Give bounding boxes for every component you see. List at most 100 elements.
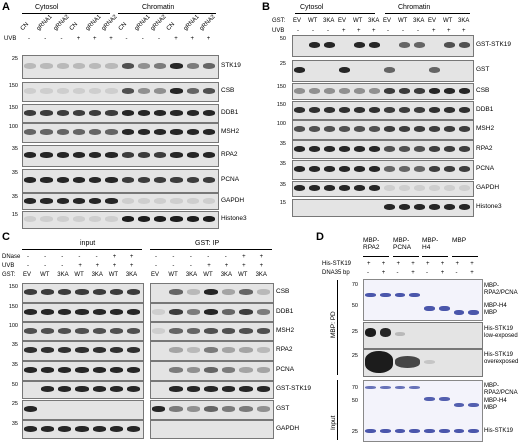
blot-band (170, 129, 183, 135)
uvb-sign: + (372, 28, 376, 34)
blot-band (41, 289, 55, 295)
lane-label: 3KA (458, 18, 470, 24)
blot-band (339, 145, 350, 152)
lane-label: EV (23, 272, 32, 278)
mw-marker: 70 (351, 282, 358, 288)
row-label: CSB (476, 86, 490, 94)
blot-band (154, 152, 167, 158)
blot-band (429, 166, 440, 172)
blot-band (92, 347, 106, 353)
blot-band (202, 197, 215, 204)
blot-band (92, 425, 106, 432)
blot-band (239, 347, 253, 353)
row-label: His-STK19 (484, 428, 514, 434)
blot-histone3 (292, 199, 474, 217)
blot-band (24, 109, 37, 116)
blot-band (75, 386, 89, 392)
blot-band (186, 327, 201, 334)
blot-band (72, 177, 85, 183)
blot-band (204, 347, 218, 353)
blot-band (309, 126, 320, 132)
row-label: His-STK19 low-exposed (484, 326, 518, 339)
row-label: GAPDH (476, 184, 500, 191)
blot-band (121, 63, 134, 69)
blot-band (154, 216, 167, 222)
row-label: Histone3 (476, 203, 502, 210)
row-label: MBP- RPA2/PCNA (484, 383, 518, 396)
row-label: Histone3 (221, 215, 247, 222)
row-label: GAPDH (221, 196, 245, 204)
blot-band (89, 197, 102, 204)
row-label: PCNA (221, 176, 240, 183)
dnase-sign: + (112, 254, 117, 260)
blot-gst (292, 60, 474, 82)
blot-band (339, 106, 350, 113)
dna-sign: + (470, 270, 474, 276)
blot-band (221, 308, 236, 315)
blot-band (109, 289, 123, 295)
mw-marker: 70 (351, 385, 358, 391)
row-label: GST-STK19 (476, 41, 512, 48)
row-label: MSH2 (221, 128, 240, 135)
lane-label: EV (151, 272, 160, 278)
blot-band (72, 109, 85, 116)
blot-band (429, 106, 440, 113)
blot-band (72, 63, 85, 69)
mw-marker: 15 (11, 212, 18, 218)
blot-band (256, 386, 270, 392)
blot-band (40, 177, 53, 183)
blot-band (169, 347, 183, 353)
lane-label: 3KA (220, 272, 233, 278)
panel-label-d: D (316, 231, 324, 243)
blot-band (186, 197, 199, 204)
dna-sign: - (396, 270, 399, 276)
dna-sign: + (381, 270, 386, 276)
blot-band (309, 87, 320, 94)
row-label: DDB1 (276, 307, 294, 315)
blot-band (294, 87, 305, 94)
blot-band (40, 88, 53, 94)
blot-band (384, 87, 395, 94)
blot-band (89, 177, 102, 183)
uvb-sign: + (342, 28, 346, 34)
mw-marker: 35 (279, 141, 286, 147)
blot-band (414, 87, 425, 94)
blot-band (394, 332, 406, 336)
blot-band (204, 308, 218, 315)
blot-band (137, 109, 150, 116)
blot-band (56, 88, 69, 94)
blot-band (121, 88, 134, 94)
uvb-sign: + (76, 36, 81, 42)
uvb-sign: - (158, 36, 160, 42)
blot-band (309, 145, 320, 152)
lane-label: WT (308, 18, 318, 24)
blot-band (459, 126, 470, 132)
blot-band (369, 126, 380, 132)
blot-band (365, 351, 393, 373)
blot-band (169, 406, 183, 412)
lane-label: WT (398, 18, 408, 24)
mw-marker: 25 (11, 401, 18, 407)
blot-band (239, 386, 253, 392)
his-sign: + (440, 261, 445, 267)
uvb-sign: - (312, 28, 314, 34)
dnase-label: DNase (2, 254, 21, 260)
uvb-sign: - (172, 263, 175, 269)
uvb-sign: + (174, 36, 178, 42)
blot-band (384, 204, 395, 210)
blot-band (75, 347, 89, 353)
mw-marker: 150 (8, 105, 18, 111)
blot-band (126, 289, 140, 295)
dnase-sign: - (155, 254, 157, 260)
lane-label: gRNA1 (84, 14, 103, 33)
blot-csb (22, 82, 219, 102)
blot-band (24, 425, 38, 432)
coomassie-band (365, 386, 376, 389)
header-underline (118, 13, 216, 14)
blot-band (202, 129, 215, 135)
blot-gst (22, 400, 144, 420)
lane-label: 3KA (368, 18, 380, 24)
uvb-sign: - (44, 263, 47, 269)
blot-band (109, 308, 123, 315)
blot-band (202, 216, 215, 222)
